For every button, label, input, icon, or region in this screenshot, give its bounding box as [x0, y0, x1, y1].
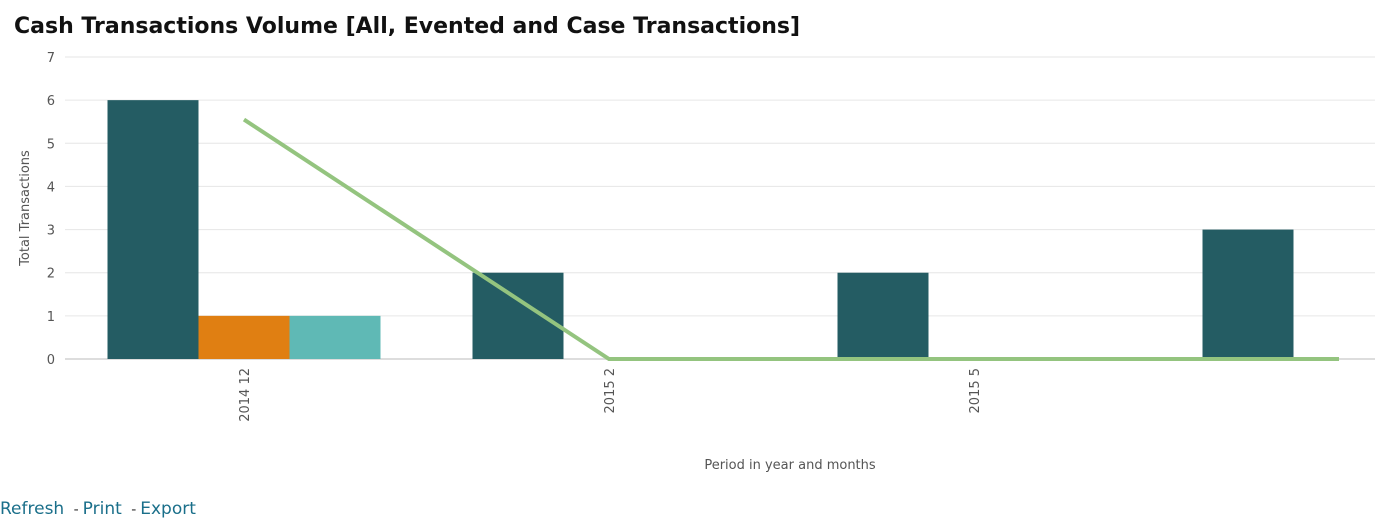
separator: -: [73, 502, 79, 518]
y-tick-label: 0: [47, 353, 55, 368]
refresh-link[interactable]: Refresh: [0, 499, 65, 519]
print-link[interactable]: Print: [82, 499, 122, 519]
bar: [198, 315, 290, 359]
bar: [107, 100, 199, 360]
y-tick-label: 4: [47, 180, 55, 195]
y-tick-label: 1: [47, 310, 55, 325]
export-link[interactable]: Export: [140, 499, 196, 519]
bar: [289, 315, 381, 359]
y-axis-label: Total Transactions: [18, 150, 33, 267]
bar: [837, 272, 929, 359]
bar: [472, 272, 564, 359]
y-tick-label: 5: [47, 137, 55, 152]
chart: 0 1 2 3 4 5 6 7 2014 12 2015 2 2015 5 Total Trans…: [18, 51, 1375, 473]
x-tick-label: 2015 5: [968, 368, 983, 414]
trend-line: [242, 117, 1339, 361]
x-axis-label: Period in year and months: [704, 458, 876, 473]
x-tick-label: 2015 2: [603, 368, 618, 414]
y-tick-label: 7: [47, 51, 55, 66]
y-tick-label: 6: [47, 94, 55, 109]
x-tick-label: 2014 12: [238, 368, 253, 422]
y-tick-label: 3: [47, 224, 55, 239]
separator: -: [131, 502, 137, 518]
y-tick-label: 2: [47, 267, 55, 282]
bar: [1202, 229, 1294, 359]
chart-title: Cash Transactions Volume [All, Evented a…: [14, 14, 801, 39]
footer-links: Refresh - Print - Export: [0, 499, 196, 519]
